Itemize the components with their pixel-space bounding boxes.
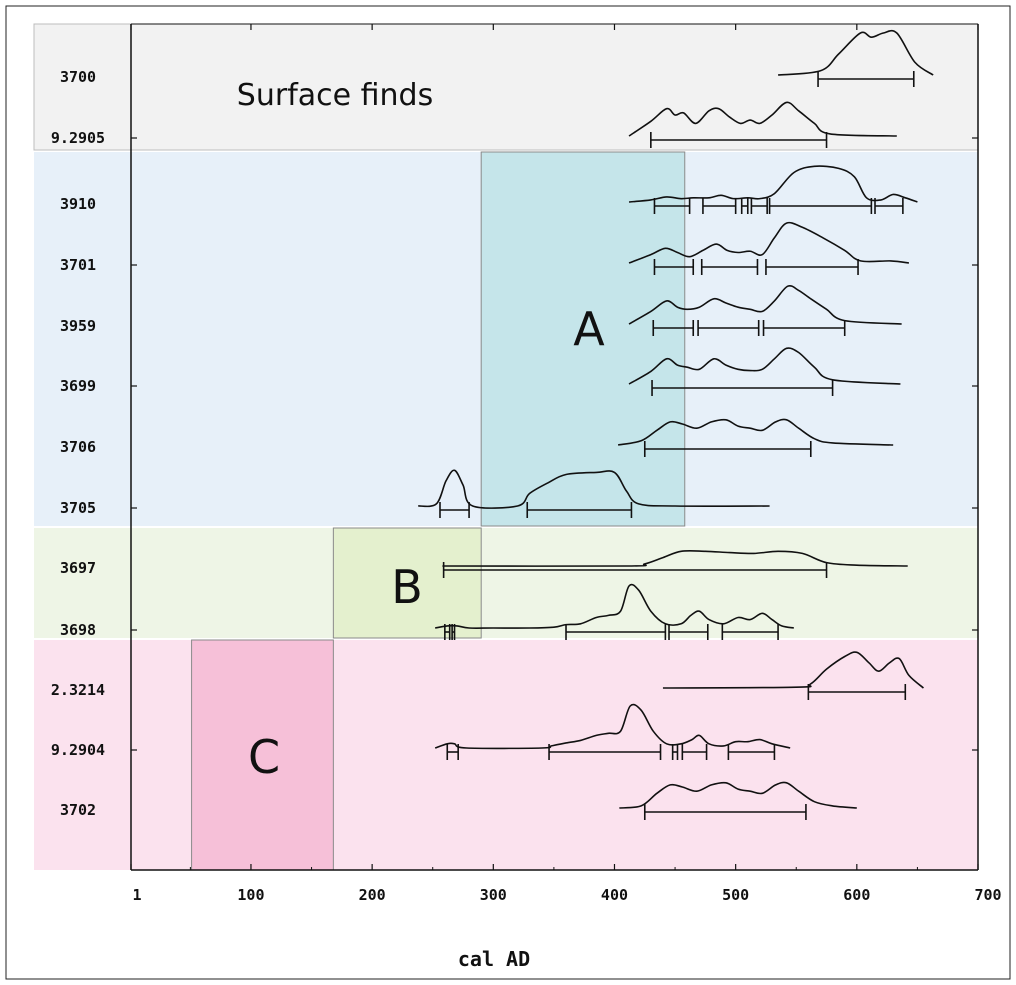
sample-label: 3697 bbox=[60, 559, 96, 577]
density-curve bbox=[619, 781, 857, 809]
density-curve bbox=[777, 29, 934, 76]
x-tick-label: 200 bbox=[359, 886, 386, 904]
sample-label: 3702 bbox=[60, 801, 96, 819]
density-curve bbox=[435, 583, 794, 629]
density-curve bbox=[418, 469, 770, 509]
sample-3697: 3697 bbox=[60, 549, 908, 578]
density-curve bbox=[628, 284, 902, 325]
sample-label: 3705 bbox=[60, 499, 96, 517]
sample-3700: 3700 bbox=[60, 29, 934, 87]
sample-label: 3910 bbox=[60, 195, 96, 213]
sample-3705: 3705 bbox=[60, 469, 770, 518]
sample-9.2904: 9.2904 bbox=[51, 703, 791, 760]
phase-box-a bbox=[480, 151, 686, 527]
density-curve bbox=[628, 347, 901, 385]
phase-boxes bbox=[191, 151, 686, 871]
x-tick-label: 400 bbox=[601, 886, 628, 904]
sample-3699: 3699 bbox=[60, 347, 901, 396]
x-tick-label: 100 bbox=[237, 886, 264, 904]
sample-label: 9.2904 bbox=[51, 741, 105, 759]
sample-3910: 3910 bbox=[60, 165, 918, 214]
sample-3959: 3959 bbox=[60, 284, 902, 336]
x-tick-label: 300 bbox=[480, 886, 507, 904]
sample-3702: 3702 bbox=[60, 781, 857, 820]
group-band-3 bbox=[34, 640, 978, 870]
group-title-surface-finds: Surface finds bbox=[237, 78, 433, 113]
sample-label: 3698 bbox=[60, 621, 96, 639]
sample-label: 3959 bbox=[60, 317, 96, 335]
sample-label: 3701 bbox=[60, 256, 96, 274]
sample-label: 9.2905 bbox=[51, 129, 105, 147]
x-tick-label: 1 bbox=[132, 886, 141, 904]
density-curve bbox=[662, 651, 924, 689]
group-band-2 bbox=[34, 528, 978, 638]
sample-label: 3699 bbox=[60, 377, 96, 395]
sample-label: 3700 bbox=[60, 68, 96, 86]
sample-3706: 3706 bbox=[60, 418, 894, 457]
sample-2.3214: 2.3214 bbox=[51, 651, 924, 700]
density-curve bbox=[628, 165, 918, 203]
x-tick-label: 500 bbox=[722, 886, 749, 904]
sample-3698: 3698 bbox=[60, 583, 794, 640]
x-tick-label: 700 bbox=[974, 886, 1001, 904]
phase-label-b: B bbox=[391, 560, 423, 614]
sample-9.2905: 9.2905 bbox=[51, 101, 897, 148]
phase-labels: A B C bbox=[248, 302, 605, 784]
x-tick-label: 600 bbox=[843, 886, 870, 904]
group-band-0 bbox=[33, 23, 979, 151]
sample-3701: 3701 bbox=[60, 221, 910, 275]
density-curve bbox=[628, 101, 897, 137]
phase-label-c: C bbox=[248, 730, 280, 784]
phase-label-a: A bbox=[573, 302, 605, 356]
phase-box-c bbox=[191, 639, 334, 871]
sample-label: 2.3214 bbox=[51, 681, 105, 699]
sample-distributions: 3700 9.2905 3910 3701 3959 3699 3706 3705 3697 36… bbox=[51, 29, 934, 820]
axes: 1 100 200 300 400 500 600 700 bbox=[130, 23, 1002, 904]
density-curve bbox=[628, 221, 910, 264]
phase-box-b bbox=[332, 527, 482, 639]
sample-label: 3706 bbox=[60, 438, 96, 456]
density-curve bbox=[434, 703, 791, 750]
x-axis-label: cal AD bbox=[458, 947, 530, 971]
density-curve bbox=[617, 418, 894, 446]
